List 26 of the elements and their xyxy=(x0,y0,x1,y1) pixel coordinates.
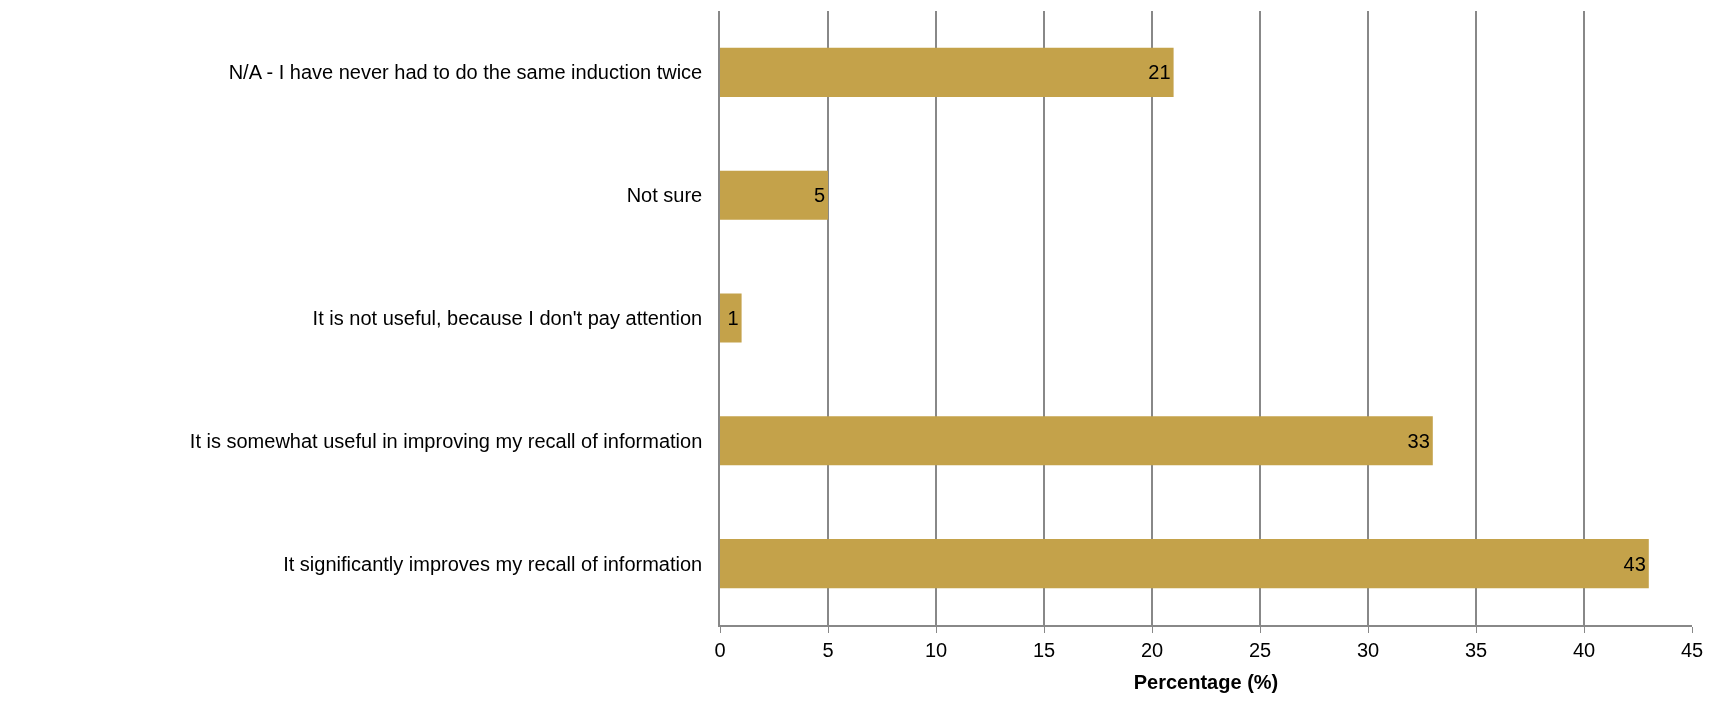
bar xyxy=(720,539,1649,589)
data-label: 21 xyxy=(1148,61,1171,84)
y-tick-label: N/A - I have never had to do the same induction twice xyxy=(228,61,703,84)
data-label: 43 xyxy=(1623,552,1646,575)
x-tick-label: 25 xyxy=(1248,638,1272,661)
y-tick-label: It is not useful, because I don't pay attention xyxy=(312,307,703,329)
x-tick-label: 0 xyxy=(714,638,726,661)
x-tick-label: 20 xyxy=(1140,638,1164,661)
data-label: 1 xyxy=(727,307,739,329)
x-tick-label: 15 xyxy=(1032,638,1056,661)
x-tick-label: 45 xyxy=(1680,638,1704,661)
y-tick-label: It is somewhat useful in improving my recall of information xyxy=(189,429,703,452)
bar xyxy=(720,170,828,220)
x-tick-label: 10 xyxy=(924,638,948,661)
x-tick-label: 30 xyxy=(1356,638,1380,661)
x-tick-label: 40 xyxy=(1572,638,1596,661)
y-tick-label: It significantly improves my recall of information xyxy=(283,552,703,575)
bar xyxy=(720,293,742,343)
data-label: 5 xyxy=(813,184,825,207)
y-tick-label: Not sure xyxy=(626,184,703,207)
x-tick-label: 5 xyxy=(822,638,834,661)
data-label: 33 xyxy=(1407,429,1430,452)
bar xyxy=(720,416,1433,466)
x-tick-label: 35 xyxy=(1464,638,1488,661)
bar xyxy=(720,47,1174,97)
x-axis-title: Percentage (%) xyxy=(1133,670,1279,693)
